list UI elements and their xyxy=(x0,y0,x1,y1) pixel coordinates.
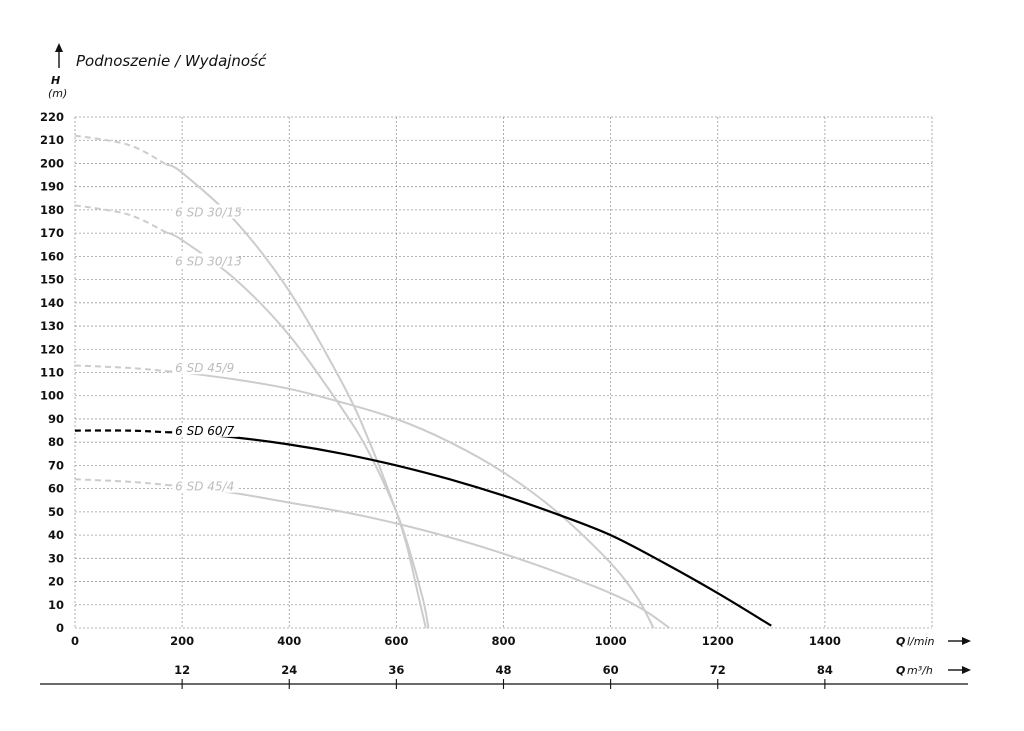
y-tick-label: 120 xyxy=(40,342,64,356)
y-axis-ticks: 0 10 20 30 40 50 60 70 80 90 100 110 120 130 140 150 160… xyxy=(40,110,64,635)
y-tick-label: 20 xyxy=(48,575,64,589)
y-tick-label: 10 xyxy=(48,598,64,612)
y-tick-label: 80 xyxy=(48,435,64,449)
series-label: 6 SD 45/9 xyxy=(175,361,234,375)
x-axis-ticks: 0 200 400 600 800 1000 1200 1400 xyxy=(71,634,841,648)
x-axis-label: Q xyxy=(896,635,905,648)
y-tick-label: 100 xyxy=(40,389,64,403)
y-tick-label: 0 xyxy=(56,621,64,635)
x-tick-label: 1400 xyxy=(809,634,841,648)
series-label-bg xyxy=(172,204,239,219)
x2-axis-ticks: 12 24 36 48 60 72 84 xyxy=(174,663,833,689)
x-tick-label: 800 xyxy=(491,634,515,648)
x2-tick-label: 48 xyxy=(495,663,511,677)
series-label-bg xyxy=(172,478,239,493)
series-curve xyxy=(165,163,427,629)
y-tick-label: 140 xyxy=(40,296,64,310)
x-tick-label: 1000 xyxy=(595,634,627,648)
x2-tick-label: 60 xyxy=(603,663,619,677)
series-curve-dashed xyxy=(74,478,167,486)
x2-tick-label: 36 xyxy=(388,663,404,677)
series-label-bg xyxy=(172,360,239,375)
chart-title: Podnoszenie / Wydajność xyxy=(76,52,267,70)
x2-axis-arrow-icon xyxy=(948,666,971,674)
y-tick-label: 70 xyxy=(48,458,64,472)
y-tick-label: 60 xyxy=(48,482,64,496)
series-labels: 6 SD 30/15 6 SD 30/13 6 SD 45/9 6 SD 45/4 6 … xyxy=(172,204,242,494)
y-tick-label: 30 xyxy=(48,551,64,565)
x2-tick-label: 84 xyxy=(817,663,833,677)
y-tick-label: 210 xyxy=(40,133,64,147)
series-label: 6 SD 45/4 xyxy=(175,480,234,494)
series-curve-dashed xyxy=(74,204,167,234)
x2-axis-label: Q xyxy=(896,664,905,677)
y-tick-label: 40 xyxy=(48,528,64,542)
y-tick-label: 200 xyxy=(40,156,64,170)
series-label: 6 SD 30/15 xyxy=(175,206,242,220)
series-curve xyxy=(166,431,772,627)
y-tick-label: 50 xyxy=(48,505,64,519)
x-axis-unit: l/min xyxy=(907,635,935,648)
y-tick-label: 170 xyxy=(40,226,64,240)
x-axis-arrow-icon xyxy=(948,637,971,645)
x2-tick-label: 12 xyxy=(174,663,190,677)
series-curve xyxy=(166,370,655,629)
y-tick-label: 110 xyxy=(40,366,64,380)
x-tick-label: 0 xyxy=(71,634,79,648)
series-curve-dashed xyxy=(74,429,167,434)
y-tick-label: 180 xyxy=(40,203,64,217)
y-axis-arrow-icon xyxy=(55,43,63,68)
series-label: 6 SD 30/13 xyxy=(175,254,242,268)
grid xyxy=(74,116,933,629)
series-curve-dashed xyxy=(74,364,167,373)
x2-tick-label: 24 xyxy=(281,663,297,677)
x-tick-label: 1200 xyxy=(702,634,734,648)
series-label-bg xyxy=(172,422,239,437)
x-tick-label: 600 xyxy=(384,634,408,648)
series-curve xyxy=(165,483,671,629)
y-tick-label: 150 xyxy=(40,273,64,287)
y-axis-unit: (m) xyxy=(48,87,67,100)
y-axis-label: H xyxy=(51,74,60,87)
x2-axis-unit: m³/h xyxy=(907,664,933,677)
series-label-bg xyxy=(172,253,239,268)
series-label: 6 SD 60/7 xyxy=(175,424,234,438)
x-tick-label: 400 xyxy=(277,634,301,648)
y-tick-label: 220 xyxy=(40,110,64,124)
x2-tick-label: 72 xyxy=(710,663,726,677)
y-tick-label: 90 xyxy=(48,412,64,426)
y-tick-label: 190 xyxy=(40,180,64,194)
y-tick-label: 130 xyxy=(40,319,64,333)
x-tick-label: 200 xyxy=(170,634,194,648)
y-tick-label: 160 xyxy=(40,249,64,263)
series-curve-dashed xyxy=(74,134,167,166)
